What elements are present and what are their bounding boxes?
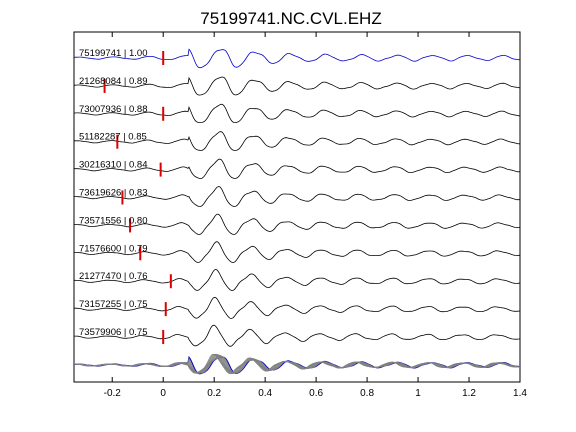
trace-label: 71576600 | 0.79 <box>79 243 148 254</box>
stacked-waveform <box>74 353 521 374</box>
trace-label: 75199741 | 1.00 <box>79 48 148 59</box>
waveform-trace <box>74 158 520 179</box>
waveform-traces <box>73 48 521 347</box>
plot-frame <box>73 31 521 383</box>
waveform-trace <box>74 48 521 69</box>
waveform-trace <box>74 269 521 292</box>
x-tick-label: 0.6 <box>309 388 323 399</box>
x-tick-label: -0.2 <box>104 388 122 399</box>
trace-label: 30216310 | 0.84 <box>79 160 148 171</box>
waveform-trace <box>73 131 521 151</box>
trace-label: 21268084 | 0.89 <box>79 76 148 87</box>
trace-label: 51182287 | 0.85 <box>79 132 147 143</box>
waveform-trace <box>74 241 521 264</box>
pick-markers <box>103 51 172 344</box>
waveform-trace <box>74 186 521 208</box>
trace-label: 73571556 | 0.80 <box>79 215 148 226</box>
waveform-trace <box>74 213 521 236</box>
waveform-trace <box>74 76 521 96</box>
x-tick-label: 1 <box>415 388 421 399</box>
x-tick-label: 1.2 <box>462 388 476 399</box>
trace-label: 73619626 | 0.83 <box>79 188 148 199</box>
trace-label: 21277470 | 0.76 <box>79 271 148 282</box>
trace-labels: 75199741 | 1.00 21268084 | 0.89 73007936 |… <box>79 48 148 338</box>
x-tick-label: 0 <box>160 388 166 399</box>
x-tick-label: 0.8 <box>360 388 374 399</box>
waveform-trace <box>74 296 521 319</box>
waveform-trace <box>73 103 521 124</box>
trace-label: 73007936 | 0.88 <box>79 104 148 115</box>
trace-label: 73157255 | 0.75 <box>79 299 148 310</box>
waveform-trace <box>74 324 521 347</box>
plot-area: 75199741 | 1.00 21268084 | 0.89 73007936 |… <box>73 31 521 383</box>
x-tick-label: 0.2 <box>207 388 221 399</box>
x-tick-label: 1.4 <box>513 388 527 399</box>
trace-label: 73579906 | 0.75 <box>79 327 148 338</box>
x-axis: -0.2 0 0.2 0.4 0.6 0.8 1 1.2 1.4 <box>104 32 527 399</box>
chart-title: 75199741.NC.CVL.EHZ <box>200 9 381 28</box>
x-tick-label: 0.4 <box>258 388 272 399</box>
stacked-waveforms <box>73 353 521 375</box>
